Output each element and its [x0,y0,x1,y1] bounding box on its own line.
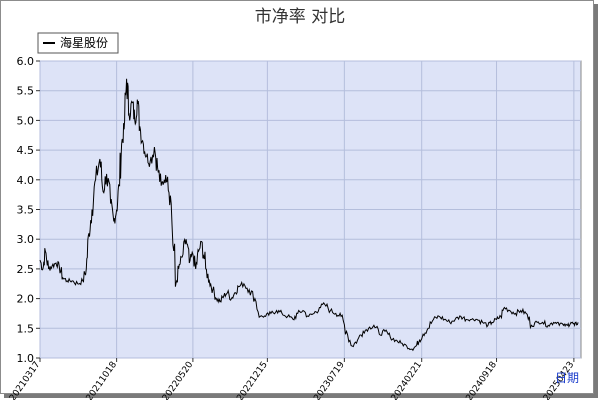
y-tick-label: 2.0 [17,293,35,306]
x-axis-label: 日期 [555,371,579,385]
legend-box [37,32,119,54]
legend[interactable]: 海星股份 [37,32,119,54]
x-tick-label: 20230719 [312,360,347,400]
x-tick-label: 20211018 [85,360,120,400]
y-tick-label: 5.0 [17,114,35,127]
y-tick-label: 4.5 [17,144,35,157]
y-tick-label: 6.0 [17,55,35,68]
x-tick-label: 20240221 [390,360,424,400]
y-tick-label: 5.5 [17,85,35,98]
y-tick-label: 1.5 [17,322,35,335]
chart-title: 市净率 对比 [255,7,345,27]
x-tick-label: 20240918 [465,360,500,400]
x-tick-label: 20220520 [161,360,196,400]
series-line [39,78,579,352]
y-tick-label: 3.5 [17,204,35,217]
x-axis: 20210317 20211018 20220520 20221215 20230719… [8,358,576,400]
y-axis: 1.0 1.5 2.0 2.5 3.0 3.5 4.0 4.5 5.0 5.5 6.0 [17,55,40,365]
y-tick-label: 1.0 [17,352,35,365]
y-tick-label: 4.0 [17,174,35,187]
y-tick-label: 3.0 [17,233,35,246]
x-tick-label: 20210317 [8,360,42,400]
legend-label: 海星股份 [60,35,108,50]
y-tick-label: 2.5 [17,263,35,276]
grid-lines [39,60,581,359]
x-tick-label: 20221215 [235,360,269,400]
